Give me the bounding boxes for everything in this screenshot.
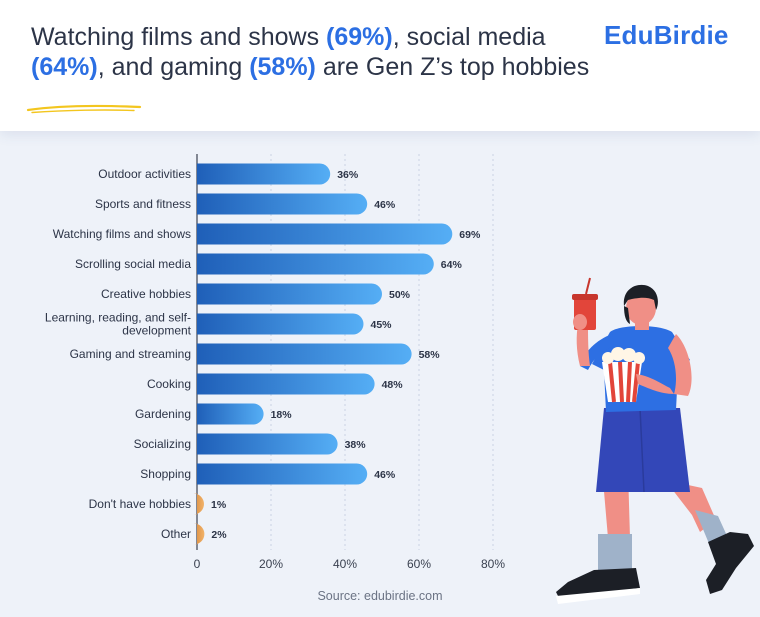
x-tick-label: 40% — [333, 557, 357, 571]
category-label: Socializing — [134, 437, 191, 451]
illustration-arm — [576, 324, 590, 366]
illustration-hair — [623, 284, 658, 310]
headline: Watching films and shows (69%), social m… — [31, 22, 591, 82]
header-panel: Watching films and shows (69%), social m… — [0, 0, 760, 131]
drink-straw — [585, 277, 591, 295]
bar-value-label: 1% — [211, 499, 227, 511]
popcorn-icon — [611, 347, 625, 361]
hobbies-bar-chart: 0 20% 40% 60% 80% 36% Outdoor activities 46% Spo… — [45, 154, 505, 571]
category-label: development — [122, 324, 191, 338]
illustration-shoe-sole — [556, 588, 640, 604]
bar — [193, 493, 204, 515]
bar-value-label: 50% — [389, 289, 411, 301]
brand-logo: EduBirdie — [604, 20, 729, 50]
bar — [197, 373, 375, 395]
illustration-sock — [598, 534, 632, 574]
bar — [197, 463, 368, 485]
category-label: Other — [161, 527, 191, 541]
bar-value-label: 48% — [382, 379, 404, 391]
headline-text: hobbies — [501, 53, 590, 81]
category-label: Watching films and shows — [53, 227, 191, 241]
x-tick-label: 60% — [407, 557, 431, 571]
bar — [197, 223, 453, 245]
bar-value-label: 45% — [371, 319, 393, 331]
popcorn-icon — [622, 348, 636, 362]
bar-value-label: 46% — [374, 469, 396, 481]
category-label: Outdoor activities — [98, 167, 191, 181]
illustration-face — [626, 291, 656, 325]
category-label: Scrolling social media — [75, 257, 191, 271]
bar — [197, 433, 338, 455]
x-tick-label: 80% — [481, 557, 505, 571]
drink-lid — [572, 294, 598, 300]
category-label: Gaming and streaming — [70, 347, 191, 361]
headline-highlight: (64%) — [31, 53, 98, 81]
category-label: Shopping — [140, 467, 191, 481]
bar-value-label: 2% — [211, 529, 227, 541]
bar — [197, 403, 264, 425]
illustration-hand — [636, 374, 674, 394]
illustration-hand — [573, 314, 587, 330]
category-label: Gardening — [135, 407, 191, 421]
bar-value-label: 64% — [441, 259, 463, 271]
headline-highlight: (58%) — [249, 53, 316, 81]
bar — [197, 163, 331, 185]
headline-text: , social media — [392, 23, 546, 51]
category-label: Cooking — [147, 377, 191, 391]
illustration-hair — [624, 306, 630, 324]
bar-value-label: 36% — [337, 169, 359, 181]
bar — [197, 193, 368, 215]
illustration-arm — [668, 334, 692, 396]
x-tick-label: 0 — [194, 557, 201, 571]
bar-value-label: 58% — [419, 349, 441, 361]
bar-value-label: 69% — [459, 229, 481, 241]
bar — [197, 283, 383, 305]
bar — [193, 523, 205, 545]
illustration-skirt-seam — [639, 407, 645, 493]
bar-value-label: 38% — [345, 439, 367, 451]
popcorn-icon — [602, 352, 614, 364]
bar — [197, 343, 412, 365]
headline-text: are Gen Z’s top — [315, 53, 502, 81]
category-label: Creative hobbies — [101, 287, 191, 301]
headline-text: , and gaming — [97, 53, 250, 81]
illustration-shoe — [706, 532, 754, 594]
headline-text: Watching films and shows — [31, 23, 327, 51]
x-tick-label: 20% — [259, 557, 283, 571]
illustration-skirt — [596, 408, 690, 492]
bar-value-label: 18% — [271, 409, 293, 421]
category-label: Don't have hobbies — [89, 497, 191, 511]
category-label: Sports and fitness — [95, 197, 191, 211]
headline-highlight: (69%) — [326, 23, 393, 51]
popcorn-stripes — [608, 361, 640, 403]
headline-underline-decoration — [26, 104, 142, 114]
popcorn-icon — [633, 352, 645, 364]
illustration-shoe — [556, 568, 640, 600]
bar — [197, 313, 364, 335]
source-note: Source: edubirdie.com — [317, 589, 443, 603]
category-label: Learning, reading, and self- — [45, 311, 191, 325]
bar — [197, 253, 434, 275]
person-illustration — [556, 277, 754, 604]
bar-value-label: 46% — [374, 199, 396, 211]
